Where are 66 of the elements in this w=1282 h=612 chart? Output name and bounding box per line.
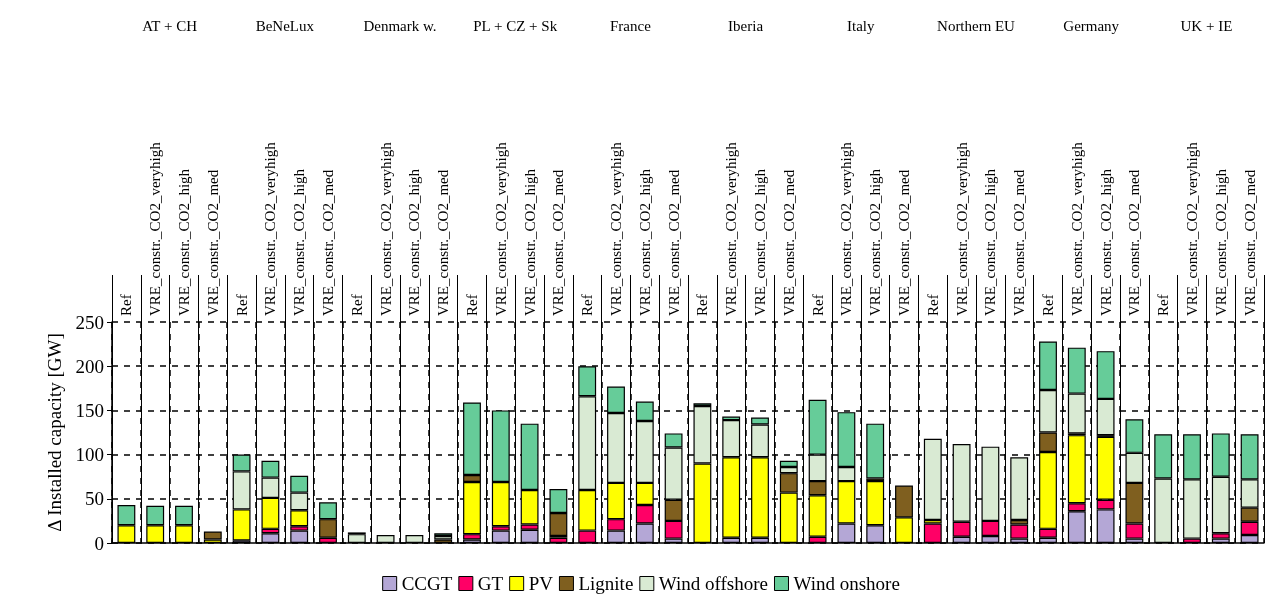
x-tick-label: Ref xyxy=(233,294,250,316)
legend-label: CCGT xyxy=(401,573,453,594)
y-tick-label: 150 xyxy=(75,399,104,421)
legend-label: Wind offshore xyxy=(658,573,768,594)
x-tick-label: VRE_constr._CO2_med xyxy=(1011,169,1028,316)
text: Germany xyxy=(1063,17,1120,34)
x-tick-label: VRE_constr._CO2_med xyxy=(204,169,221,316)
bar xyxy=(203,531,222,540)
x-tick-label: VRE_constr._CO2_veryhigh xyxy=(608,141,624,316)
text: AT + CH xyxy=(142,17,198,34)
text: Northern EU xyxy=(937,17,1016,34)
x-tick-label: VRE_constr._CO2_veryhigh xyxy=(262,141,279,316)
text: Denmark w. xyxy=(363,17,437,34)
x-tick-label: VRE_constr._CO2_veryhigh xyxy=(1184,141,1200,316)
legend-label: GT xyxy=(477,573,504,594)
bar xyxy=(1010,524,1029,539)
x-tick-label: VRE_constr._CO2_med xyxy=(896,169,912,316)
x-tick-label: VRE_constr._CO2_med xyxy=(665,169,682,316)
y-tick-label: 250 xyxy=(75,311,104,333)
text: Iberia xyxy=(728,17,764,34)
x-tick-label: VRE_constr._CO2_veryhigh xyxy=(147,141,164,316)
x-tick-label: VRE_constr._CO2_high xyxy=(752,168,768,316)
x-tick-label: VRE_constr._CO2_high xyxy=(176,168,192,316)
legend-label: PV xyxy=(528,573,554,594)
legend-label: Wind onshore xyxy=(793,573,900,594)
x-tick-label: VRE_constr._CO2_med xyxy=(435,169,452,316)
y-tick-label: 200 xyxy=(75,355,104,377)
x-tick-label: VRE_constr._CO2_high xyxy=(982,168,999,316)
x-tick-label: VRE_constr._CO2_high xyxy=(291,168,308,316)
x-tick-label: VRE_constr._CO2_high xyxy=(406,168,423,316)
x-tick-label: VRE_constr._CO2_med xyxy=(1126,169,1143,316)
x-tick-label: Ref xyxy=(809,294,826,316)
x-tick-label: Ref xyxy=(694,294,711,316)
x-tick-label: VRE_constr._CO2_med xyxy=(320,169,336,316)
x-tick-label: Ref xyxy=(348,294,365,316)
x-tick-label: VRE_constr._CO2_high xyxy=(521,168,538,316)
x-tick-label: VRE_constr._CO2_veryhigh xyxy=(492,141,509,316)
legend-label: Lignite xyxy=(578,573,634,594)
x-tick-label: VRE_constr._CO2_veryhigh xyxy=(838,141,855,316)
x-tick-label: VRE_constr._CO2_med xyxy=(780,169,797,316)
y-tick-label: 0 xyxy=(94,532,104,554)
x-tick-label: Ref xyxy=(579,294,596,316)
x-tick-label: Ref xyxy=(118,294,135,316)
x-tick-label: Ref xyxy=(924,294,941,316)
x-tick-label: Ref xyxy=(1040,294,1056,316)
x-tick-label: VRE_constr._CO2_med xyxy=(1241,169,1258,316)
y-tick-label: 50 xyxy=(85,488,104,510)
x-tick-label: VRE_constr._CO2_high xyxy=(867,168,884,316)
x-tick-label: Ref xyxy=(1155,294,1172,316)
x-tick-label: VRE_constr._CO2_veryhigh xyxy=(723,141,740,316)
text: UK + IE xyxy=(1180,17,1233,34)
y-axis-title: Δ Installed capacity [GW] xyxy=(44,333,65,532)
x-tick-label: VRE_constr._CO2_high xyxy=(1212,168,1229,316)
text: BeNeLux xyxy=(255,17,315,34)
x-tick-label: VRE_constr._CO2_veryhigh xyxy=(1068,141,1085,316)
x-tick-label: Ref xyxy=(464,294,480,316)
text: PL + CZ + Sk xyxy=(473,17,558,34)
y-tick-label: 100 xyxy=(75,444,104,466)
x-tick-label: VRE_constr._CO2_high xyxy=(1097,168,1114,316)
x-tick-label: VRE_constr._CO2_med xyxy=(550,169,567,316)
x-tick-label: VRE_constr._CO2_high xyxy=(636,168,653,316)
text: Italy xyxy=(847,17,876,34)
x-tick-label: VRE_constr._CO2_veryhigh xyxy=(953,141,970,316)
text: France xyxy=(609,17,652,34)
bar xyxy=(434,535,453,540)
x-tick-label: VRE_constr._CO2_veryhigh xyxy=(377,141,394,316)
